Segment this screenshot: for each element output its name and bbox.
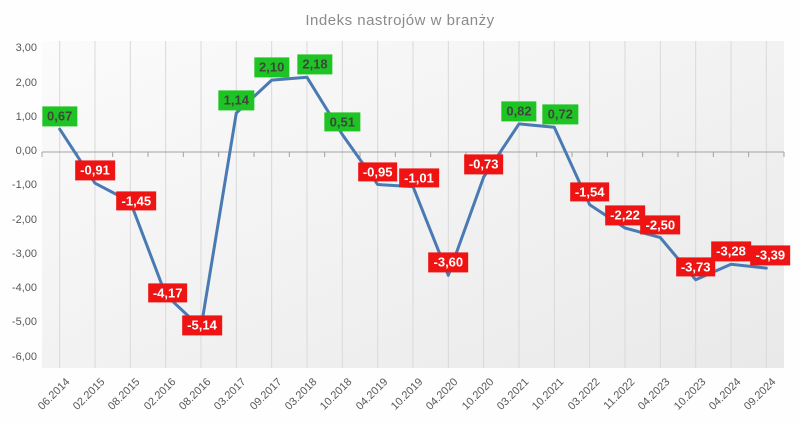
value-label: -1,45 xyxy=(116,191,157,211)
y-axis-label: 1,00 xyxy=(15,110,37,123)
value-label: -3,73 xyxy=(675,257,716,277)
value-label: -1,54 xyxy=(569,182,610,202)
value-label: -0,73 xyxy=(463,154,504,174)
value-label: 0,82 xyxy=(501,101,537,121)
value-label: -3,60 xyxy=(428,252,469,273)
value-label: 0,67 xyxy=(42,106,78,127)
value-label: 0,72 xyxy=(542,104,578,125)
y-axis-label: 2,00 xyxy=(15,76,37,89)
y-axis-label: -1,00 xyxy=(11,179,37,192)
value-label: -2,22 xyxy=(605,205,645,226)
value-label: -2,50 xyxy=(640,215,681,235)
value-label: -1,01 xyxy=(399,167,439,188)
value-label: -3,28 xyxy=(711,241,751,262)
chart-title: Indeks nastrojów w branży xyxy=(305,12,495,29)
y-axis-label: 3,00 xyxy=(15,42,37,55)
value-label: -3,39 xyxy=(750,245,791,266)
y-axis-label: 0,00 xyxy=(15,145,37,157)
value-label: 2,10 xyxy=(254,57,290,78)
y-axis-label: -4,00 xyxy=(11,282,37,294)
value-label: -5,14 xyxy=(182,315,222,336)
value-label: -4,17 xyxy=(147,283,188,303)
value-label: 2,18 xyxy=(297,54,333,75)
y-axis-label: -6,00 xyxy=(11,350,37,363)
value-label: 0,51 xyxy=(324,111,360,132)
value-label: -0,95 xyxy=(357,161,398,182)
value-label: 1,14 xyxy=(218,90,254,110)
y-axis-label: -3,00 xyxy=(11,247,37,260)
y-axis-label: -2,00 xyxy=(11,213,37,226)
y-axis-label: -5,00 xyxy=(11,316,37,329)
value-label: -0,91 xyxy=(75,160,115,181)
